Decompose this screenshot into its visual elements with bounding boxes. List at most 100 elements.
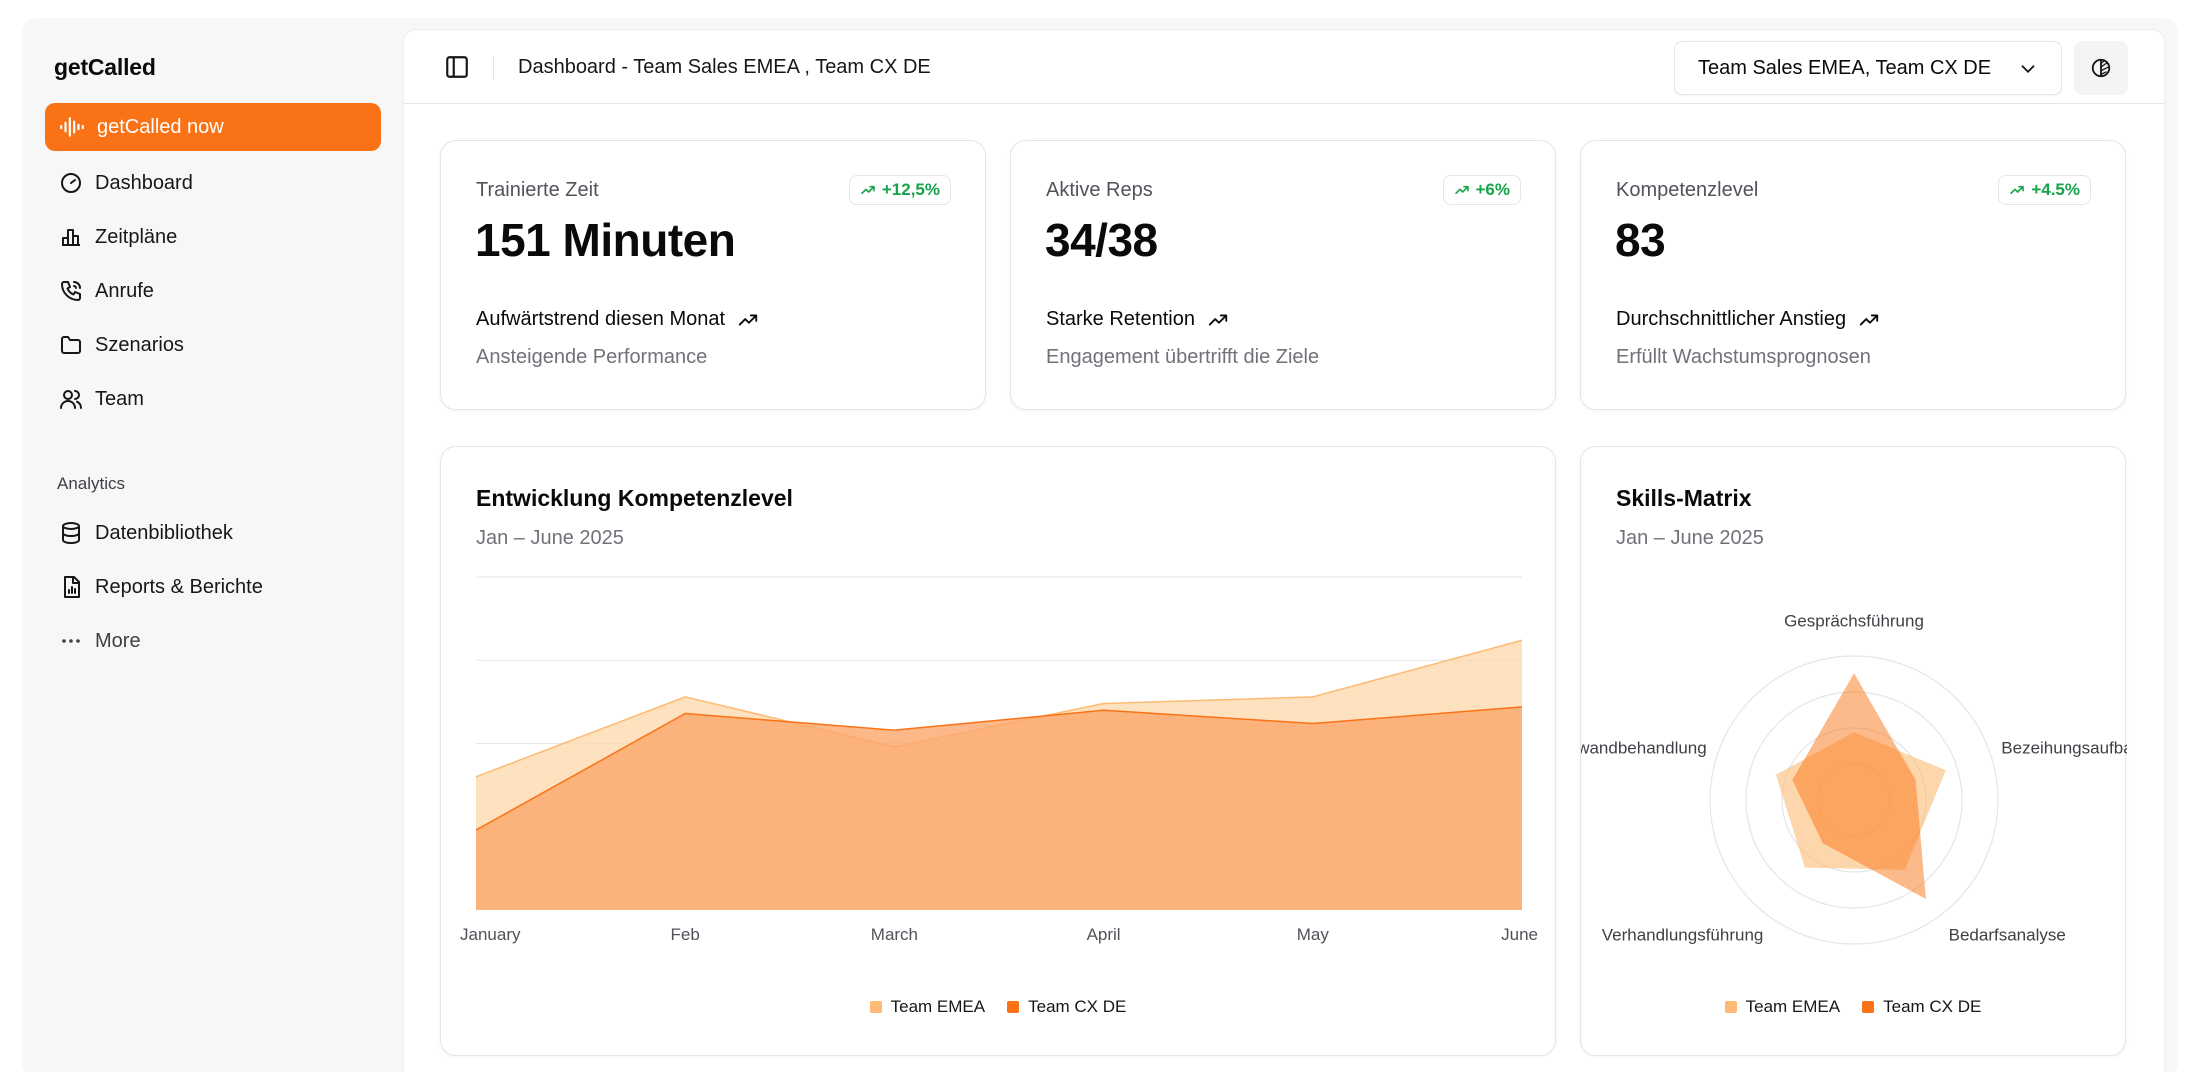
- area-chart-card: Entwicklung Kompetenzlevel Jan – June 20…: [440, 446, 1556, 1056]
- kpi-badge: +12,5%: [848, 175, 951, 205]
- users-icon: [60, 390, 82, 409]
- legend-swatch: [1862, 1001, 1875, 1013]
- sidebar-item-label: Zeitpläne: [95, 225, 178, 248]
- getcalled-now-button[interactable]: getCalled now: [45, 103, 381, 151]
- sidebar-toggle-icon[interactable]: [444, 54, 470, 80]
- kpi-subtext: Ansteigende Performance: [476, 346, 708, 368]
- ellipsis-icon: [62, 639, 80, 643]
- database-icon: [62, 522, 80, 545]
- sidebar-item-label: Szenarios: [95, 333, 184, 356]
- x-tick-label: May: [1297, 925, 1330, 944]
- chart-title: Entwicklung Kompetenzlevel: [476, 485, 793, 511]
- legend-item-emea: Team EMEA: [869, 997, 986, 1017]
- chart-subtitle: Jan – June 2025: [1616, 527, 1764, 549]
- x-tick-label: Feb: [671, 925, 700, 944]
- sidebar-item-reports[interactable]: Reports & Berichte: [45, 565, 381, 609]
- kpi-subtext: Erfüllt Wachstumsprognosen: [1616, 346, 1871, 368]
- theme-toggle-button[interactable]: [2074, 41, 2128, 95]
- kpi-badge: +4.5%: [1998, 175, 2091, 205]
- kpi-badge: +6%: [1442, 175, 1521, 205]
- folder-icon: [61, 336, 81, 354]
- sidebar-item-datenbibliothek[interactable]: Datenbibliothek: [45, 511, 381, 555]
- divider: [493, 56, 494, 80]
- brand-name: getCalled: [54, 54, 156, 80]
- kpi-subtext: Engagement übertrifft die Ziele: [1046, 346, 1320, 368]
- x-tick-label: January: [460, 925, 521, 944]
- chevron-down-icon: [2021, 65, 2035, 74]
- legend-label: Team CX DE: [1028, 997, 1127, 1016]
- team-select[interactable]: Team Sales EMEA, Team CX DE: [1674, 41, 2062, 95]
- area-series-cx: [476, 706, 1522, 910]
- sidebar-item-label: More: [95, 629, 141, 652]
- x-tick-label: March: [871, 925, 918, 944]
- page-title: Dashboard - Team Sales EMEA , Team CX DE: [518, 56, 931, 78]
- legend-swatch: [869, 1001, 882, 1013]
- kpi-trend-text: Aufwärtstrend diesen Monat: [476, 308, 726, 330]
- trending-up-icon: [2010, 185, 2025, 195]
- kpi-badge-value: +12,5%: [881, 180, 940, 199]
- radar-axis-label: Verhandlungsführung: [1602, 925, 1764, 944]
- area-chart: January Feb March April May June: [460, 576, 1538, 944]
- radar-grid-ring: [1709, 655, 1999, 945]
- audio-waveform-icon: [60, 117, 84, 137]
- kpi-card-trainierte-zeit: Trainierte Zeit +12,5% 151 Minuten Aufwä…: [440, 140, 986, 410]
- kpi-label: Aktive Reps: [1046, 179, 1153, 201]
- kpi-trend: Starke Retention: [1046, 308, 1229, 331]
- chart-subtitle: Jan – June 2025: [476, 527, 624, 549]
- kpi-value: 83: [1615, 214, 1666, 266]
- trending-up-icon: [738, 314, 758, 325]
- analytics-heading: Analytics: [57, 474, 126, 493]
- x-tick-label: April: [1087, 925, 1121, 944]
- phone-icon: [61, 281, 81, 301]
- kpi-label: Kompetenzlevel: [1616, 179, 1759, 201]
- main-content: Dashboard - Team Sales EMEA , Team CX DE…: [404, 30, 2164, 1072]
- sidebar-item-szenarios[interactable]: Szenarios: [45, 323, 381, 367]
- legend-swatch: [1724, 1001, 1737, 1013]
- trending-up-icon: [861, 185, 875, 195]
- sidebar-item-dashboard[interactable]: Dashboard: [45, 161, 381, 205]
- kpi-trend: Durchschnittlicher Anstieg: [1616, 308, 1880, 331]
- radar-axis-label: Gesprächsführung: [1784, 611, 1924, 630]
- line-series-cx: [475, 706, 1523, 831]
- kpi-trend-text: Starke Retention: [1046, 308, 1195, 330]
- contrast-icon: [2091, 58, 2111, 78]
- kpi-card-aktive-reps: Aktive Reps +6% 34/38 Starke Retention E…: [1010, 140, 1556, 410]
- sidebar-item-label: Team: [95, 387, 144, 410]
- sidebar-item-more[interactable]: More: [45, 619, 381, 663]
- kpi-value: 151 Minuten: [475, 214, 736, 266]
- legend-item-emea: Team EMEA: [1724, 997, 1841, 1017]
- sidebar-item-zeitplaene[interactable]: Zeitpläne: [45, 215, 381, 259]
- trending-up-icon: [1454, 185, 1469, 195]
- kpi-badge-value: +6%: [1475, 180, 1511, 199]
- top-bar: Dashboard - Team Sales EMEA , Team CX DE…: [404, 30, 2164, 104]
- file-chart-icon: [64, 576, 80, 598]
- sidebar-item-anrufe[interactable]: Anrufe: [45, 269, 381, 313]
- radar-axis-label: Bezeihungsaufbau: [2001, 738, 2127, 757]
- radar-chart-legend: Team EMEA Team CX DE: [1581, 997, 2125, 1017]
- trending-up-icon: [1859, 314, 1879, 325]
- kpi-label: Trainierte Zeit: [476, 179, 599, 201]
- radar-series-cx: [1792, 673, 1926, 899]
- legend-item-cx: Team CX DE: [1862, 997, 1981, 1017]
- sidebar-item-label: Dashboard: [95, 171, 193, 194]
- sidebar-item-label: Reports & Berichte: [95, 575, 263, 598]
- chart-title: Skills-Matrix: [1616, 485, 1752, 511]
- radar-axis-label: Bedarfsanalyse: [1949, 925, 2066, 944]
- kpi-badge-value: +4.5%: [2031, 180, 2080, 199]
- sidebar: getCalled getCalled now Dashboard Zeitpl…: [22, 18, 402, 1072]
- legend-label: Team EMEA: [1745, 997, 1841, 1016]
- kpi-value: 34/38: [1045, 214, 1158, 266]
- sidebar-item-label: Anrufe: [95, 279, 154, 302]
- radar-axis-label: Einwandbehandlung: [1581, 738, 1707, 757]
- getcalled-now-label: getCalled now: [97, 115, 224, 138]
- sidebar-item-team[interactable]: Team: [45, 377, 381, 421]
- kpi-card-kompetenzlevel: Kompetenzlevel +4.5% 83 Durchschnittlich…: [1580, 140, 2126, 410]
- kpi-trend-text: Durchschnittlicher Anstieg: [1616, 308, 1847, 330]
- gauge-icon: [61, 173, 81, 193]
- legend-label: Team EMEA: [890, 997, 986, 1016]
- x-tick-label: June: [1501, 925, 1538, 944]
- team-select-value: Team Sales EMEA, Team CX DE: [1698, 56, 1992, 79]
- area-chart-legend: Team EMEA Team CX DE: [441, 997, 1555, 1017]
- trending-up-icon: [1208, 314, 1228, 325]
- kpi-trend: Aufwärtstrend diesen Monat: [476, 308, 759, 331]
